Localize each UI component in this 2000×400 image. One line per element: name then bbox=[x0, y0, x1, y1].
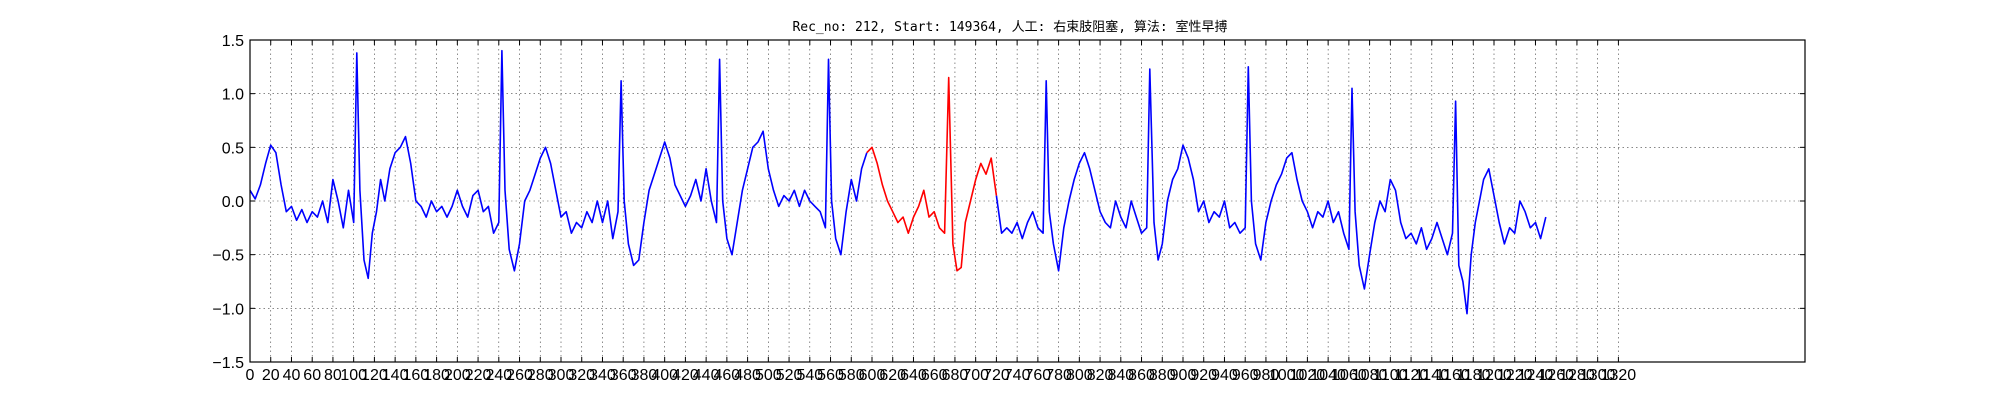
x-tick-label: 1300 bbox=[1580, 367, 1616, 384]
x-tick-label: 100 bbox=[340, 367, 367, 384]
x-tick-label: 1180 bbox=[1456, 367, 1491, 384]
x-tick-label: 60 bbox=[303, 367, 321, 384]
x-tick-label: 160 bbox=[403, 367, 430, 384]
x-tick-label: 80 bbox=[324, 367, 342, 384]
x-tick-label: 780 bbox=[1045, 367, 1072, 384]
x-tick-label: 1220 bbox=[1497, 367, 1533, 384]
x-tick-label: 280 bbox=[527, 367, 554, 384]
x-tick-label: 800 bbox=[1066, 367, 1093, 384]
plot-area bbox=[250, 40, 1805, 362]
x-tick-label: 820 bbox=[1087, 367, 1114, 384]
x-tick-label: 660 bbox=[921, 367, 948, 384]
x-tick-label: 500 bbox=[755, 367, 782, 384]
x-tick-label: 960 bbox=[1232, 367, 1259, 384]
x-tick-label: 1320 bbox=[1601, 367, 1637, 384]
y-tick-label: −0.5 bbox=[212, 248, 244, 265]
x-tick-label: 920 bbox=[1190, 367, 1217, 384]
x-tick-label: 740 bbox=[1004, 367, 1031, 384]
y-tick-label: 0.0 bbox=[222, 194, 244, 211]
x-tick-label: 260 bbox=[506, 367, 533, 384]
x-tick-label: 380 bbox=[631, 367, 658, 384]
x-tick-label: 20 bbox=[262, 367, 280, 384]
x-tick-label: 1120 bbox=[1394, 367, 1429, 384]
y-tick-label: −1.0 bbox=[212, 301, 244, 318]
x-tick-label: 240 bbox=[485, 367, 512, 384]
x-tick-label: 880 bbox=[1149, 367, 1176, 384]
x-tick-label: 840 bbox=[1107, 367, 1134, 384]
y-tick-label: 1.5 bbox=[222, 33, 244, 50]
x-tick-label: 1140 bbox=[1415, 367, 1450, 384]
x-tick-label: 40 bbox=[283, 367, 301, 384]
x-tick-label: 720 bbox=[983, 367, 1010, 384]
x-tick-label: 580 bbox=[838, 367, 865, 384]
ecg-signal-line bbox=[249, 49, 868, 280]
x-tick-label: 1200 bbox=[1476, 367, 1512, 384]
x-tick-label: 420 bbox=[672, 367, 699, 384]
x-tick-label: 1040 bbox=[1310, 367, 1346, 384]
x-tick-label: 520 bbox=[776, 367, 803, 384]
x-tick-label: 140 bbox=[382, 367, 409, 384]
y-tick-label: 0.5 bbox=[222, 140, 244, 157]
x-tick-label: 980 bbox=[1253, 367, 1280, 384]
highlight-signal-layer bbox=[866, 76, 998, 272]
x-tick-label: 220 bbox=[465, 367, 492, 384]
x-tick-label: 340 bbox=[589, 367, 616, 384]
x-axis: 0 20 40 60 801001201401601802002202402602803… bbox=[246, 40, 1637, 384]
x-tick-label: 1100 bbox=[1373, 367, 1408, 384]
y-tick-label: −1.5 bbox=[212, 355, 244, 372]
x-tick-label: 560 bbox=[817, 367, 844, 384]
x-tick-label: 440 bbox=[693, 367, 720, 384]
x-tick-label: 760 bbox=[1025, 367, 1052, 384]
x-tick-label: 1240 bbox=[1518, 367, 1554, 384]
x-tick-label: 1020 bbox=[1290, 367, 1326, 384]
x-tick-label: 1000 bbox=[1269, 367, 1305, 384]
x-tick-label: 640 bbox=[900, 367, 927, 384]
x-tick-label: 680 bbox=[942, 367, 969, 384]
x-tick-label: 300 bbox=[548, 367, 575, 384]
x-tick-label: 1280 bbox=[1559, 367, 1595, 384]
x-tick-label: 540 bbox=[796, 367, 823, 384]
x-tick-label: 700 bbox=[962, 367, 989, 384]
x-tick-label: 1080 bbox=[1352, 367, 1388, 384]
x-tick-label: 460 bbox=[714, 367, 741, 384]
x-tick-label: 600 bbox=[859, 367, 886, 384]
x-tick-label: 200 bbox=[444, 367, 471, 384]
x-tick-label: 1260 bbox=[1538, 367, 1574, 384]
chart-title: Rec_no: 212, Start: 149364, 人工: 右束肢阻塞, 算… bbox=[792, 19, 1227, 35]
x-tick-label: 180 bbox=[423, 367, 450, 384]
x-tick-label: 0 bbox=[246, 367, 255, 384]
normal-signal-layer bbox=[249, 49, 1547, 315]
x-tick-label: 480 bbox=[734, 367, 761, 384]
x-tick-label: 1060 bbox=[1331, 367, 1367, 384]
y-axis: −1.5 −1.0 −0.5 0.0 0.5 1.0 1.5 bbox=[212, 33, 1805, 372]
ecg-signal-line bbox=[995, 66, 1547, 315]
x-tick-label: 400 bbox=[651, 367, 678, 384]
x-tick-label: 620 bbox=[879, 367, 906, 384]
highlighted-beat-line bbox=[866, 76, 998, 272]
x-tick-label: 320 bbox=[568, 367, 595, 384]
x-tick-label: 120 bbox=[361, 367, 388, 384]
x-tick-label: 940 bbox=[1211, 367, 1238, 384]
x-tick-label: 1160 bbox=[1435, 367, 1470, 384]
y-tick-label: 1.0 bbox=[222, 87, 244, 104]
x-tick-label: 360 bbox=[610, 367, 637, 384]
x-tick-label: 860 bbox=[1128, 367, 1155, 384]
x-tick-label: 900 bbox=[1170, 367, 1197, 384]
